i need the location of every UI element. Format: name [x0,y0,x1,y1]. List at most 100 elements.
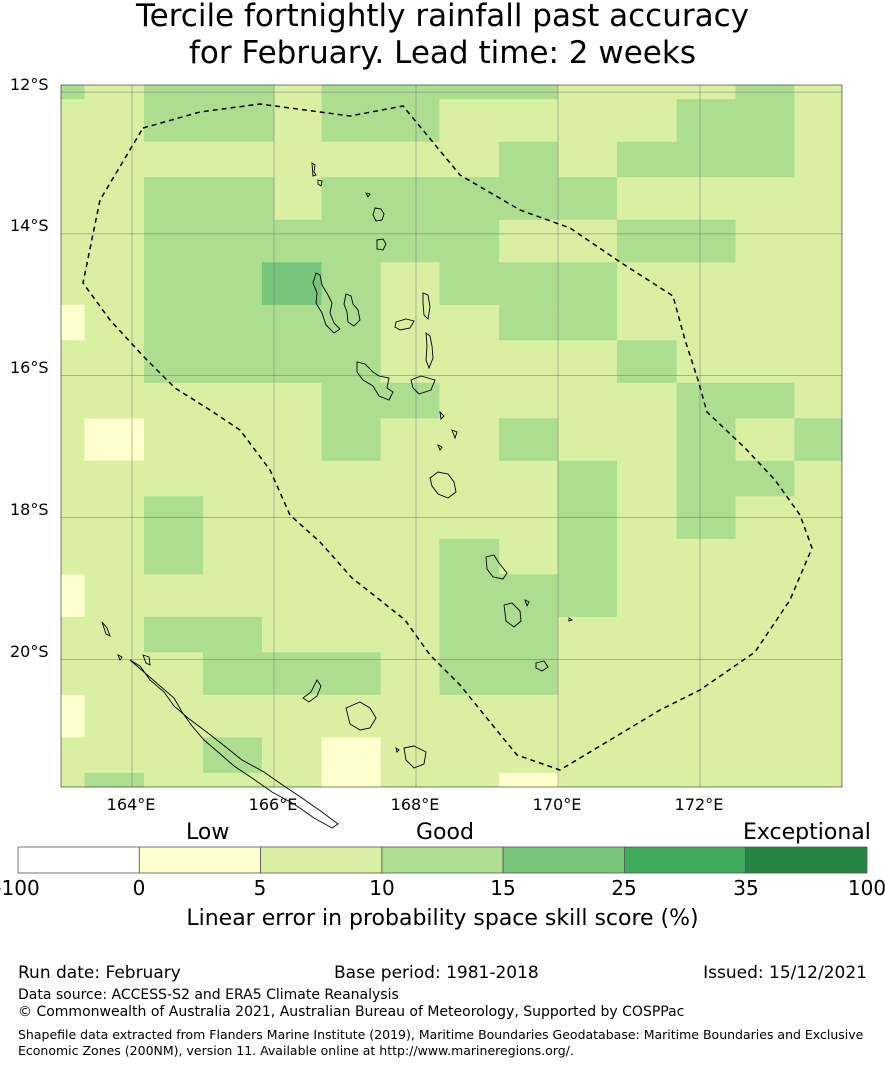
island-outline [372,207,385,222]
island-outline [535,660,549,672]
skill-cell [616,340,677,383]
island-outline [312,272,341,334]
island-outline [142,654,151,666]
map-title-line1: Tercile fortnightly rainfall past accura… [135,0,750,34]
skill-cell [203,652,381,695]
island-outline [451,429,458,440]
island-outline [394,318,415,331]
island-outline [129,659,339,829]
colorbar-tick: 5 [253,876,267,900]
lon-label: 164°E [106,795,156,814]
lat-label: 12°S [10,75,49,94]
colorbar-tick: -100 [0,876,40,900]
skill-cell [144,616,262,653]
colorbar-segment [17,846,140,874]
skill-cell [144,177,274,383]
skill-cell [261,262,322,305]
map-frame [60,84,843,788]
colorbar-tick: 100 [847,876,885,900]
colorbar [17,846,868,874]
base-period: Base period: 1981-2018 [334,963,539,983]
issued-date: Issued: 15/12/2021 [703,963,867,983]
island-outline [343,293,361,327]
skill-cell [735,460,795,497]
map-title-line2: for February. Lead time: 2 weeks [189,35,696,71]
skill-cell [499,418,558,461]
skill-cell [439,262,617,305]
skill-cell [499,574,558,695]
category-good: Good [416,820,474,845]
island-outline [302,679,322,703]
island-outline [311,162,317,177]
island-outline [422,292,431,320]
colorbar-tick: 25 [611,876,637,900]
skill-cell [321,737,381,787]
lat-label: 20°S [10,642,49,661]
shapefile-credit-line1: Shapefile data extracted from Flanders M… [18,1027,864,1042]
lat-label: 14°S [10,216,49,235]
colorbar-segment [745,846,868,874]
skill-cell [735,141,795,178]
colorbar-tick: 10 [369,876,395,900]
skill-cell [380,382,440,419]
colorbar-segment [381,846,504,874]
island-outline [568,617,574,622]
skill-cell [558,460,617,617]
skill-score-map [60,84,843,829]
island-outline [439,410,445,420]
run-date: Run date: February [18,963,181,983]
lon-label: 168°E [390,795,440,814]
skill-cell [676,382,736,539]
skill-cell [203,737,262,773]
colorbar-segment [138,846,261,874]
island-outline [410,375,436,395]
skill-cell [616,219,736,263]
colorbar-segment [502,846,625,874]
skill-cell [439,538,500,695]
skill-cell [61,574,85,617]
shapefile-credit-line2: Economic Zones (200NM), version 11. Avai… [18,1043,574,1058]
category-exceptional: Exceptional [743,820,871,845]
copyright: © Commonwealth of Australia 2021, Austra… [18,1004,685,1020]
island-outline [117,654,123,661]
colorbar-label: Linear error in probability space skill … [186,906,699,931]
data-source: Data source: ACCESS-S2 and ERA5 Climate … [18,987,399,1003]
island-outline [524,599,530,608]
category-low: Low [186,820,230,845]
island-outline [376,238,387,251]
skill-cell [61,304,85,341]
skill-cell [321,85,440,142]
skill-cell [499,772,558,787]
island-outline [503,602,522,628]
island-outline [395,746,400,753]
skill-cell [144,496,203,575]
lon-label: 172°E [674,795,724,814]
skill-cell [84,418,145,461]
colorbar-tick: 35 [733,876,759,900]
skill-cell [676,99,736,178]
lat-label: 16°S [10,358,49,377]
colorbar-tick: 0 [132,876,146,900]
lat-label: 18°S [10,500,49,519]
island-outline [356,361,394,401]
skill-cell [84,772,145,787]
colorbar-segment [260,846,383,874]
lon-label: 170°E [532,795,582,814]
island-outline [425,332,434,370]
island-outline [403,745,427,769]
island-outline [485,554,508,580]
skill-cell [616,141,677,178]
lon-label: 166°E [248,795,298,814]
skill-cell [794,418,842,461]
colorbar-segment [624,846,747,874]
island-outline [345,701,377,731]
skill-cell [321,382,381,461]
skill-cell [380,248,500,263]
skill-cell [735,382,795,419]
island-outline [437,444,443,451]
island-outline [365,192,371,198]
colorbar-tick: 15 [490,876,516,900]
skill-cell [61,694,85,738]
island-outline [317,179,323,187]
island-outline [101,621,111,637]
